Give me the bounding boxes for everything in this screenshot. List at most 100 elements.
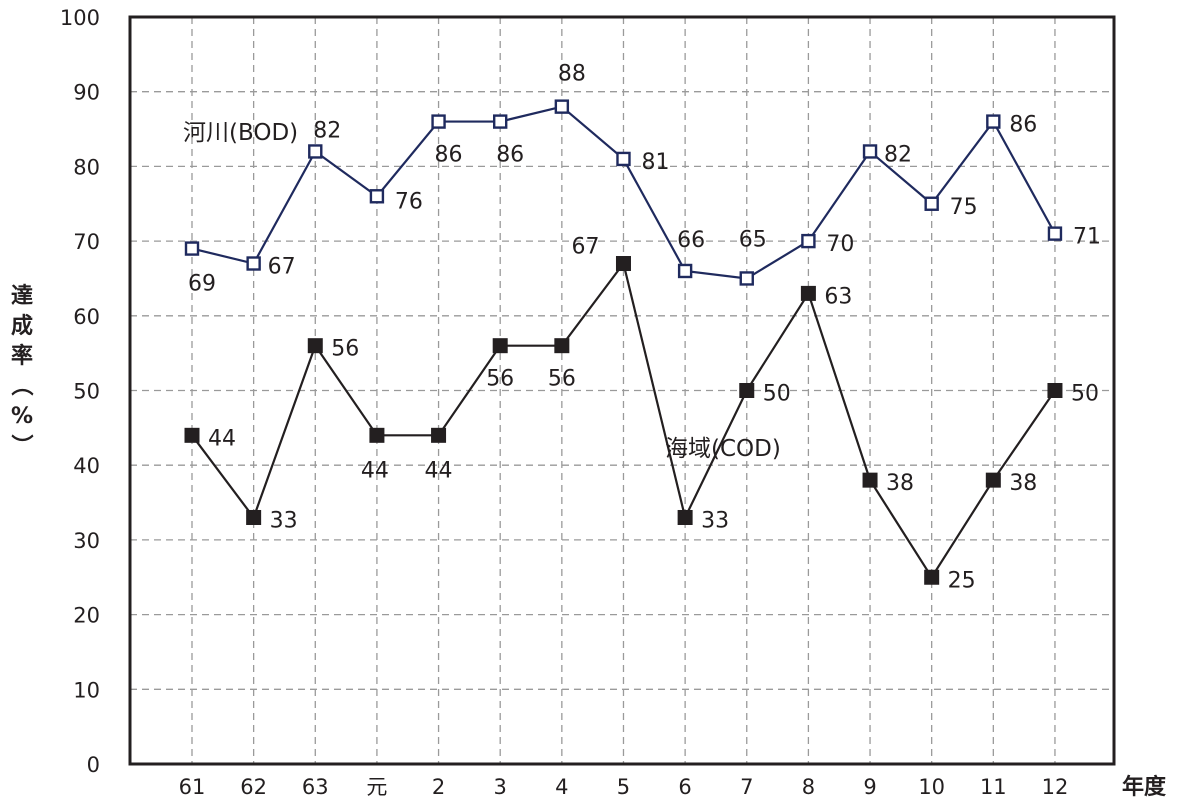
data-point bbox=[554, 99, 570, 114]
data-point bbox=[986, 114, 1001, 129]
data-label: 67 bbox=[571, 235, 599, 260]
y-tick-label: 50 bbox=[73, 380, 100, 404]
y-tick-label: 0 bbox=[87, 753, 100, 777]
data-point bbox=[615, 256, 631, 272]
data-point bbox=[801, 233, 816, 249]
data-label: 56 bbox=[548, 367, 576, 392]
series-group: 69 67 82 76 86 86 88 81 66 65 70 82 75 86 71 44 33 56 44 44… bbox=[184, 62, 1101, 593]
data-point bbox=[862, 472, 878, 488]
x-tick-label: 61 bbox=[179, 775, 206, 799]
x-axis-ticks: 61 62 63 元 2 3 4 5 6 7 8 9 10 11 12 bbox=[179, 775, 1069, 799]
data-label: 44 bbox=[361, 458, 389, 483]
data-point bbox=[862, 144, 878, 159]
x-tick-label: 12 bbox=[1042, 775, 1069, 799]
data-point bbox=[800, 285, 816, 301]
y-tick-label: 30 bbox=[73, 529, 100, 553]
y-axis-ticks: 0 10 20 30 40 50 60 70 80 90 100 bbox=[60, 6, 100, 777]
x-tick-label: 3 bbox=[494, 775, 507, 799]
data-label: 81 bbox=[641, 150, 669, 175]
data-point bbox=[1047, 383, 1063, 398]
x-axis-title: 年度 bbox=[1122, 774, 1167, 800]
y-tick-label: 20 bbox=[73, 604, 100, 628]
data-label: 82 bbox=[313, 118, 341, 143]
x-tick-label: 62 bbox=[240, 775, 267, 799]
y-tick-label: 70 bbox=[73, 230, 100, 254]
data-point bbox=[493, 114, 508, 129]
series-label-river: 河川(BOD) bbox=[183, 120, 298, 146]
x-tick-label: 11 bbox=[980, 775, 1007, 799]
y-axis-title-char: 達 bbox=[11, 283, 33, 309]
data-point bbox=[184, 427, 200, 443]
y-axis-title-char: 成 bbox=[11, 314, 33, 339]
data-point bbox=[492, 338, 508, 354]
data-point bbox=[307, 338, 323, 354]
x-tick-label: 6 bbox=[678, 775, 691, 799]
data-point bbox=[369, 427, 385, 443]
data-label: 86 bbox=[435, 143, 463, 168]
y-tick-label: 80 bbox=[73, 155, 100, 179]
y-tick-label: 40 bbox=[73, 454, 100, 478]
data-point bbox=[184, 241, 200, 256]
x-tick-label: 2 bbox=[432, 775, 445, 799]
x-tick-label: 8 bbox=[802, 775, 815, 799]
data-point bbox=[739, 271, 754, 286]
x-tick-label: 63 bbox=[302, 775, 329, 799]
y-tick-label: 100 bbox=[60, 6, 100, 30]
data-point bbox=[431, 114, 446, 129]
plot-frame bbox=[128, 15, 1116, 766]
data-label: 69 bbox=[188, 272, 216, 297]
x-tick-label: 9 bbox=[863, 775, 876, 799]
data-point bbox=[739, 383, 755, 398]
data-label: 75 bbox=[950, 195, 978, 220]
data-label: 25 bbox=[948, 568, 976, 593]
data-label: 50 bbox=[763, 382, 791, 407]
x-tick-label: 4 bbox=[555, 775, 568, 799]
data-point bbox=[677, 263, 693, 279]
data-label: 86 bbox=[1009, 113, 1037, 138]
data-label: 67 bbox=[268, 255, 296, 280]
y-tick-label: 90 bbox=[73, 81, 100, 105]
data-point bbox=[677, 509, 693, 525]
data-label: 38 bbox=[1009, 471, 1037, 496]
data-label: 71 bbox=[1073, 225, 1101, 250]
data-label: 66 bbox=[677, 228, 705, 253]
data-point bbox=[1047, 226, 1063, 241]
data-label: 82 bbox=[884, 142, 912, 167]
data-label: 33 bbox=[701, 508, 729, 533]
data-point bbox=[308, 144, 323, 159]
data-point bbox=[924, 569, 940, 585]
data-label: 76 bbox=[395, 189, 423, 214]
x-tick-label: 7 bbox=[740, 775, 753, 799]
data-label: 86 bbox=[496, 143, 524, 168]
data-point bbox=[431, 427, 447, 443]
data-point bbox=[246, 256, 261, 271]
data-point bbox=[246, 509, 262, 525]
y-tick-label: 10 bbox=[73, 678, 100, 702]
data-label: 56 bbox=[331, 337, 359, 362]
data-label: 44 bbox=[425, 458, 453, 483]
y-tick-label: 60 bbox=[73, 305, 100, 329]
y-axis-title-char: （ bbox=[8, 374, 33, 396]
data-label: 33 bbox=[270, 508, 298, 533]
data-label: 50 bbox=[1071, 382, 1099, 407]
data-label: 56 bbox=[486, 367, 514, 392]
y-axis-title-char: ） bbox=[8, 434, 33, 456]
data-label: 38 bbox=[886, 471, 914, 496]
data-point bbox=[369, 189, 385, 204]
data-label: 63 bbox=[824, 284, 852, 309]
x-tick-label: 元 bbox=[366, 775, 387, 799]
series-label-sea: 海域(COD) bbox=[665, 436, 781, 462]
data-label: 88 bbox=[558, 62, 586, 87]
data-point bbox=[616, 151, 631, 167]
data-point bbox=[554, 338, 570, 354]
data-point bbox=[985, 472, 1001, 488]
y-axis-title-char: 率 bbox=[11, 343, 33, 369]
data-label: 44 bbox=[208, 426, 236, 451]
data-label: 65 bbox=[739, 227, 767, 252]
y-axis-title-char: % bbox=[11, 404, 33, 429]
data-label: 70 bbox=[826, 232, 854, 257]
x-tick-label: 5 bbox=[617, 775, 630, 799]
x-tick-label: 10 bbox=[918, 775, 945, 799]
data-point bbox=[924, 196, 939, 211]
